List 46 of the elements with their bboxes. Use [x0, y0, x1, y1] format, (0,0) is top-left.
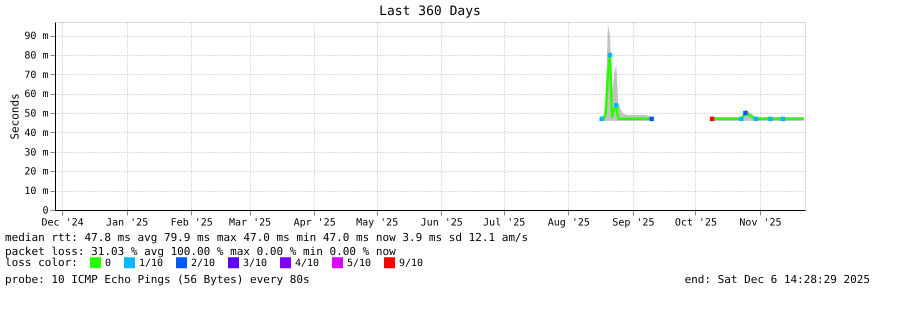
- x-tick-label: Jan '25: [106, 218, 148, 228]
- legend-label: 1/10: [139, 258, 164, 269]
- text: packet loss: 31.03 % avg 100.00 % max 0.00 % min 0.00 % now: [5, 245, 396, 258]
- point: [768, 116, 773, 122]
- legend-label: 2/10: [191, 258, 216, 269]
- x-tick-label: Feb '25: [170, 218, 213, 228]
- point: [754, 116, 758, 122]
- legend-title: loss color:: [5, 256, 78, 269]
- y-tick-label: 10 m: [24, 186, 48, 198]
- x-tick-label: May '25: [356, 218, 398, 228]
- text: probe: 10 ICMP Echo Pings (56 Bytes) every 80s: [5, 273, 310, 286]
- legend-label: 3/10: [243, 258, 268, 269]
- point: [599, 116, 604, 122]
- x-tick-label: Dec '24: [42, 218, 84, 228]
- x-tick-label: Apr '25: [294, 218, 336, 228]
- y-tick-label: 50 m: [24, 108, 48, 120]
- legend-label: 4/10: [295, 258, 320, 269]
- x-tick-label: Sep '25: [612, 218, 654, 228]
- point: [780, 116, 786, 122]
- chart-title: Last 360 Days: [379, 4, 481, 19]
- y-tick-label: 60 m: [24, 89, 48, 100]
- y-tick-label: 20 m: [24, 166, 48, 178]
- x-tick-label: Jun '25: [420, 218, 463, 228]
- x-tick-label: Nov '25: [739, 218, 782, 228]
- legend-label: 0: [105, 258, 112, 269]
- point: [710, 116, 714, 122]
- y-tick-label: 90 m: [24, 31, 48, 42]
- y-tick-label: 40 m: [24, 128, 48, 139]
- text: median rtt: 47.8 ms avg 79.9 ms max 47.0 ms min 47.0 ms now 3.9 ms sd 12.1 am/s: [5, 231, 528, 244]
- point: [743, 110, 748, 116]
- x-tick-label: Oct '25: [674, 218, 717, 228]
- x-tick-label: Aug '25: [548, 218, 590, 228]
- legend-label: 9/10: [399, 258, 424, 269]
- y-tick-label: 0: [42, 206, 48, 216]
- point: [608, 52, 612, 58]
- x-tick-label: Jul '25: [483, 218, 526, 228]
- y-tick-label: 80 m: [24, 50, 48, 62]
- point: [649, 116, 654, 122]
- y-axis-title: Seconds: [8, 93, 22, 140]
- text: end: Sat Dec 6 14:28:29 2025: [684, 273, 870, 286]
- y-tick-label: 70 m: [24, 70, 48, 81]
- legend-label: 5/10: [347, 258, 372, 269]
- point: [614, 103, 618, 108]
- y-tick-label: 30 m: [24, 147, 48, 158]
- x-tick-label: Mar '25: [229, 218, 272, 228]
- point: [739, 116, 744, 122]
